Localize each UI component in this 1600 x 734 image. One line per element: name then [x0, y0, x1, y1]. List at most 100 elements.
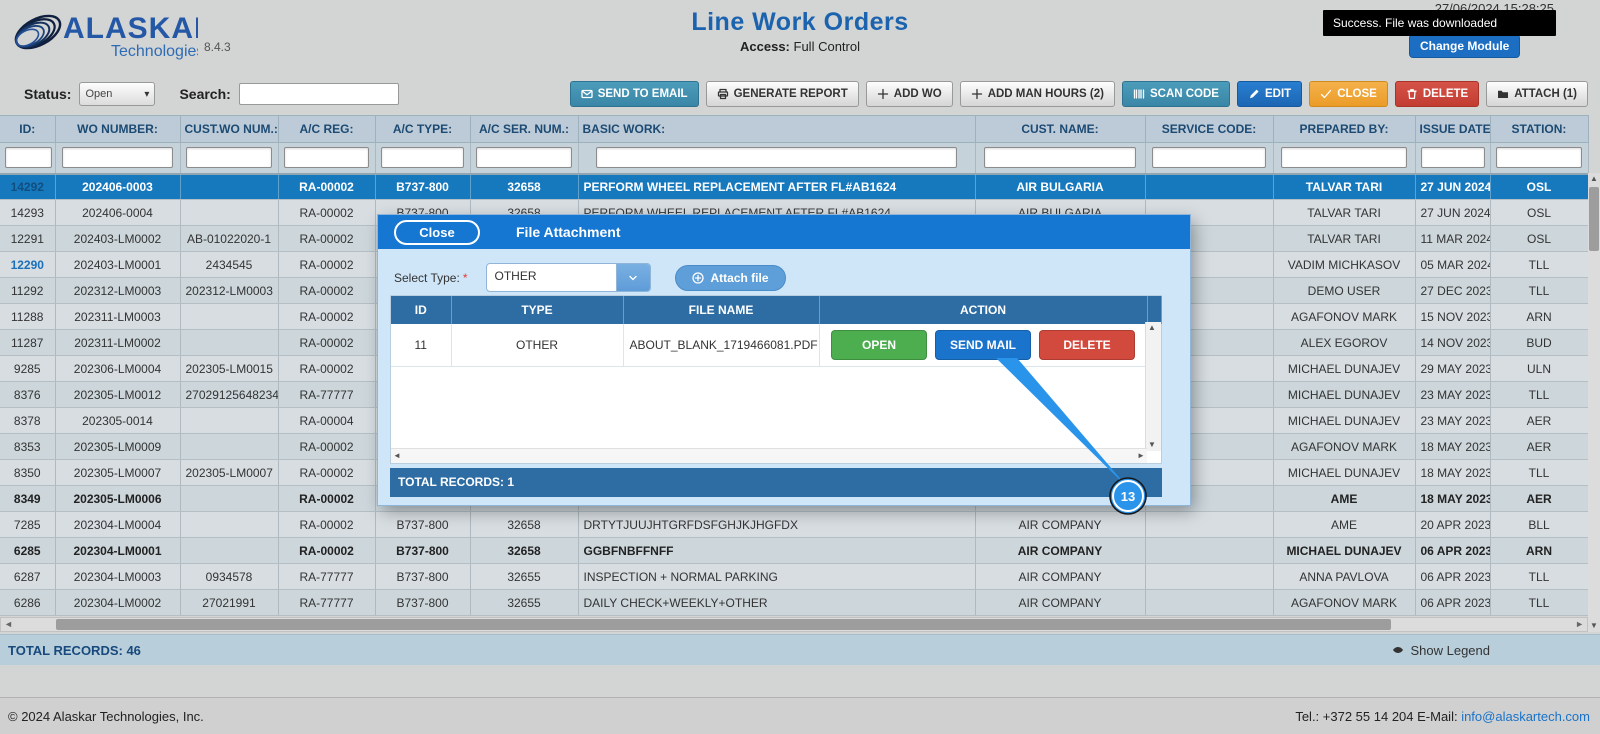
column-filter-input[interactable]	[983, 147, 1137, 169]
attachment-row[interactable]: 11 OTHER ABOUT_BLANK_1719466081.PDF OPEN…	[391, 324, 1161, 367]
show-legend-button[interactable]: Show Legend	[1392, 643, 1490, 658]
column-filter-input[interactable]	[5, 147, 52, 169]
cell: TLL	[1490, 277, 1589, 304]
delete-button[interactable]: DELETE	[1039, 330, 1135, 360]
email-link[interactable]: info@alaskartech.com	[1461, 709, 1590, 724]
type-select[interactable]: OTHER	[485, 263, 651, 292]
cell: AIR BULGARIA	[975, 173, 1146, 200]
attachment-header-row: ID TYPE FILE NAME ACTION	[391, 296, 1162, 324]
cell: 06 APR 2023	[1415, 537, 1491, 564]
column-filter-input[interactable]	[283, 147, 370, 169]
column-header[interactable]: CUST.WO NUM.:	[180, 115, 279, 143]
column-filter-input[interactable]	[1280, 147, 1408, 169]
modal-close-button[interactable]: Close	[394, 219, 480, 245]
scroll-right-icon[interactable]: ►	[1575, 619, 1584, 629]
scroll-up-icon[interactable]: ▲	[1590, 174, 1598, 183]
column-filter-input[interactable]	[1420, 147, 1486, 169]
scroll-left-icon[interactable]: ◄	[393, 451, 401, 460]
attach-file-button[interactable]: Attach file	[674, 264, 786, 291]
attach-button[interactable]: ATTACH (1)	[1486, 81, 1588, 107]
column-header[interactable]: BASIC WORK:	[578, 115, 976, 143]
close-button[interactable]: CLOSE	[1309, 81, 1388, 107]
scroll-left-icon[interactable]: ◄	[4, 619, 13, 629]
cell: AME	[1273, 511, 1416, 538]
cell: 9285	[0, 355, 56, 382]
cell: 202306-LM0004	[55, 355, 181, 382]
cell: 14292	[0, 173, 56, 200]
cell: AGAFONOV MARK	[1273, 589, 1416, 616]
hscroll-thumb[interactable]	[56, 619, 1391, 630]
cell: 27 DEC 2023	[1415, 277, 1491, 304]
cell: 32658	[470, 173, 579, 200]
column-filter-input[interactable]	[185, 147, 273, 169]
cell: 29 MAY 2023	[1415, 355, 1491, 382]
table-row[interactable]: 6285 202304-LM0001 RA-00002 B737-800 32658 GG…	[0, 537, 1589, 564]
column-header[interactable]: A/C TYPE:	[375, 115, 471, 143]
scroll-up-icon[interactable]: ▲	[1148, 323, 1156, 332]
vertical-scrollbar[interactable]: ▲ ▼	[1588, 173, 1600, 632]
filter-cell	[180, 142, 279, 175]
plus-icon	[877, 88, 888, 100]
cell: AIR COMPANY	[975, 589, 1146, 616]
chevron-down-icon[interactable]	[615, 264, 650, 291]
cell: RA-77777	[278, 381, 376, 408]
total-bar: TOTAL RECORDS: 46 Show Legend	[0, 634, 1600, 665]
access-line: Access: Full Control	[0, 39, 1600, 54]
modal-vertical-scrollbar[interactable]: ▲ ▼	[1145, 322, 1161, 451]
column-filter-input[interactable]	[1495, 147, 1583, 169]
column-header[interactable]: WO NUMBER:	[55, 115, 181, 143]
column-header[interactable]: A/C REG:	[278, 115, 376, 143]
delete-button[interactable]: DELETE	[1394, 81, 1480, 107]
add-man-hours-button[interactable]: ADD MAN HOURS (2)	[959, 81, 1115, 107]
col-header-id: ID	[391, 296, 452, 324]
column-header[interactable]: STATION:	[1490, 115, 1589, 143]
column-filter-input[interactable]	[476, 147, 572, 169]
column-header[interactable]: SERVICE CODE:	[1145, 115, 1274, 143]
type-select-value: OTHER	[494, 269, 537, 283]
column-filter-input[interactable]	[595, 147, 958, 169]
cell: BUD	[1490, 329, 1589, 356]
cell: 202305-LM0006	[55, 485, 181, 512]
scan-code-button[interactable]: SCAN CODE	[1121, 81, 1230, 107]
add-wo-button[interactable]: ADD WO	[865, 81, 953, 107]
eye-icon	[1393, 647, 1404, 653]
attachment-file-name: ABOUT_BLANK_1719466081.PDF	[623, 324, 820, 367]
cell: AER	[1490, 407, 1589, 434]
cell: 202406-0003	[55, 173, 181, 200]
scroll-down-icon[interactable]: ▼	[1148, 440, 1156, 449]
check-icon	[1321, 89, 1332, 99]
send-to-email-button[interactable]: SEND TO EMAIL	[569, 81, 699, 107]
table-row[interactable]: 14292 202406-0003 RA-00002 B737-800 32658 PER…	[0, 173, 1589, 200]
change-module-button[interactable]: Change Module	[1409, 34, 1521, 58]
column-header[interactable]: ID:	[0, 115, 56, 143]
table-row[interactable]: 7285 202304-LM0004 RA-00002 B737-800 32658 DR…	[0, 511, 1589, 538]
cell: AIR COMPANY	[975, 537, 1146, 564]
vscroll-thumb[interactable]	[1589, 187, 1599, 251]
horizontal-scrollbar[interactable]: ◄ ►	[0, 617, 1588, 632]
scroll-down-icon[interactable]: ▼	[1590, 621, 1598, 630]
column-header[interactable]: CUST. NAME:	[975, 115, 1146, 143]
search-input[interactable]	[238, 83, 399, 105]
status-select[interactable]: Open ▾	[79, 82, 156, 106]
column-filter-input[interactable]	[1152, 147, 1266, 169]
generate-report-label: GENERATE REPORT	[733, 88, 848, 100]
edit-button[interactable]: EDIT	[1236, 81, 1303, 107]
column-header[interactable]: PREPARED BY:	[1273, 115, 1416, 143]
table-row[interactable]: 6287 202304-LM0003 0934578 RA-77777 B737-800…	[0, 563, 1589, 590]
column-filter-input[interactable]	[62, 147, 173, 169]
generate-report-button[interactable]: GENERATE REPORT	[705, 81, 859, 107]
open-button[interactable]: OPEN	[831, 330, 927, 360]
cell: 8353	[0, 433, 56, 460]
column-header[interactable]: ISSUE DATE:	[1415, 115, 1491, 143]
cell: 27 JUN 2024	[1415, 199, 1491, 226]
send-mail-button[interactable]: SEND MAIL	[935, 330, 1031, 360]
modal-horizontal-scrollbar[interactable]: ◄ ►	[391, 448, 1147, 463]
table-row[interactable]: 6286 202304-LM0002 27021991 RA-77777 B737-80…	[0, 589, 1589, 616]
cell: 8376	[0, 381, 56, 408]
column-header[interactable]: A/C SER. NUM.:	[470, 115, 579, 143]
cell: RA-00002	[278, 537, 376, 564]
column-filter-input[interactable]	[380, 147, 465, 169]
delete-label: DELETE	[1422, 88, 1469, 100]
scroll-right-icon[interactable]: ►	[1137, 451, 1145, 460]
attachment-table: ID TYPE FILE NAME ACTION 11 OTHER ABOUT_…	[390, 295, 1162, 464]
